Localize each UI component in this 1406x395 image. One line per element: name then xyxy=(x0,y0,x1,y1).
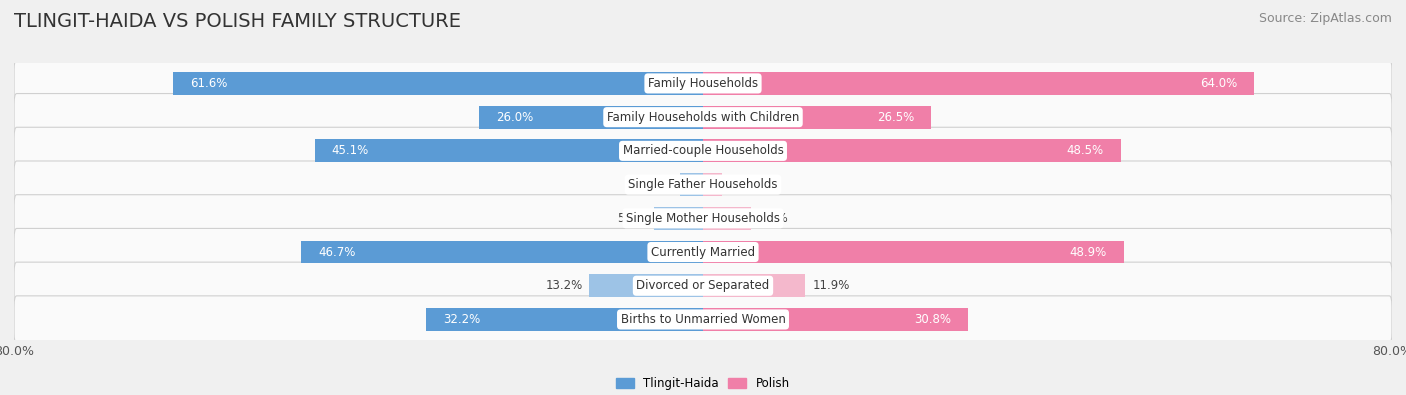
FancyBboxPatch shape xyxy=(14,195,1392,242)
Bar xyxy=(703,207,751,230)
Text: Currently Married: Currently Married xyxy=(651,246,755,259)
Text: 61.6%: 61.6% xyxy=(190,77,228,90)
Text: Single Father Households: Single Father Households xyxy=(628,178,778,191)
Text: 13.2%: 13.2% xyxy=(546,279,582,292)
Bar xyxy=(679,173,703,196)
Bar xyxy=(703,173,721,196)
Bar xyxy=(654,207,703,230)
Text: 2.7%: 2.7% xyxy=(643,178,673,191)
FancyBboxPatch shape xyxy=(14,296,1392,343)
Text: TLINGIT-HAIDA VS POLISH FAMILY STRUCTURE: TLINGIT-HAIDA VS POLISH FAMILY STRUCTURE xyxy=(14,12,461,31)
Text: Divorced or Separated: Divorced or Separated xyxy=(637,279,769,292)
Text: Family Households with Children: Family Households with Children xyxy=(607,111,799,124)
FancyBboxPatch shape xyxy=(14,60,1392,107)
Bar xyxy=(703,139,1121,162)
Text: Source: ZipAtlas.com: Source: ZipAtlas.com xyxy=(1258,12,1392,25)
Bar xyxy=(589,274,703,297)
Text: 64.0%: 64.0% xyxy=(1199,77,1237,90)
Text: 30.8%: 30.8% xyxy=(914,313,950,326)
Text: 5.7%: 5.7% xyxy=(617,212,647,225)
FancyBboxPatch shape xyxy=(14,228,1392,276)
Text: 26.0%: 26.0% xyxy=(496,111,533,124)
Text: 11.9%: 11.9% xyxy=(813,279,849,292)
FancyBboxPatch shape xyxy=(14,94,1392,141)
Bar xyxy=(479,106,703,129)
Bar xyxy=(703,72,1254,95)
Bar xyxy=(703,106,931,129)
Text: Married-couple Households: Married-couple Households xyxy=(623,144,783,157)
Bar xyxy=(173,72,703,95)
Text: 48.5%: 48.5% xyxy=(1066,144,1104,157)
Bar xyxy=(315,139,703,162)
Text: Births to Unmarried Women: Births to Unmarried Women xyxy=(620,313,786,326)
Legend: Tlingit-Haida, Polish: Tlingit-Haida, Polish xyxy=(612,372,794,395)
Text: 2.2%: 2.2% xyxy=(728,178,759,191)
Text: Single Mother Households: Single Mother Households xyxy=(626,212,780,225)
Text: 32.2%: 32.2% xyxy=(443,313,481,326)
FancyBboxPatch shape xyxy=(14,127,1392,175)
Text: 5.6%: 5.6% xyxy=(758,212,787,225)
Bar xyxy=(301,241,703,263)
Text: 48.9%: 48.9% xyxy=(1070,246,1107,259)
Bar xyxy=(703,308,969,331)
Bar xyxy=(426,308,703,331)
Text: 46.7%: 46.7% xyxy=(318,246,356,259)
Text: 26.5%: 26.5% xyxy=(877,111,914,124)
Text: 45.1%: 45.1% xyxy=(332,144,370,157)
FancyBboxPatch shape xyxy=(14,161,1392,208)
Bar xyxy=(703,241,1125,263)
Text: Family Households: Family Households xyxy=(648,77,758,90)
Bar xyxy=(703,274,806,297)
FancyBboxPatch shape xyxy=(14,262,1392,309)
